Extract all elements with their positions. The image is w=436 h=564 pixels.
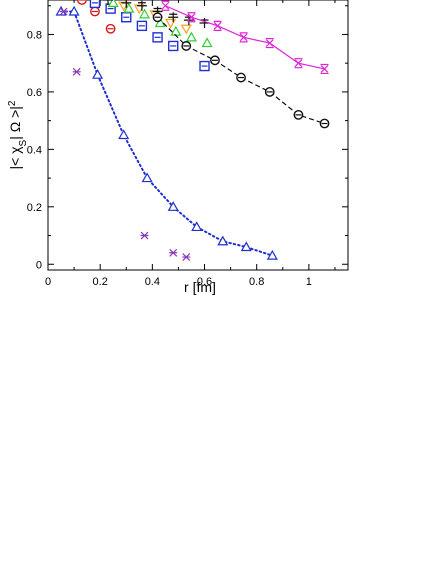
series-0-line <box>60 10 274 257</box>
series-7 <box>152 12 330 129</box>
series-0-point <box>191 221 203 232</box>
series-1-point <box>169 248 178 257</box>
series-5-point <box>180 24 192 35</box>
series-0-point <box>141 172 153 183</box>
x-tick-label: 0.6 <box>197 276 212 288</box>
x-tick-label: 0 <box>45 276 51 288</box>
x-tick-label: 0.8 <box>249 276 264 288</box>
x-axis-title: r [fm] <box>184 279 216 295</box>
plot-frame <box>47 0 349 271</box>
series-1-point <box>140 231 149 240</box>
x-axis: 0 0.2 0.4 0.6 0.8 1 <box>45 0 336 288</box>
series-0-point <box>118 129 130 140</box>
series-6-point <box>121 0 132 8</box>
series-8-point <box>161 0 170 11</box>
series-4 <box>107 0 213 48</box>
x-tick-label: 0.4 <box>145 276 160 288</box>
series-0-point <box>266 249 278 260</box>
series-0-point <box>92 68 104 79</box>
plot-border <box>47 0 349 271</box>
y-tick-label: 0.6 <box>27 87 42 99</box>
series-4-point <box>107 0 119 7</box>
series-4-point <box>201 37 213 48</box>
series-1-point <box>59 7 68 16</box>
series-0-point <box>167 201 179 211</box>
y-tick-label: 0.8 <box>27 29 42 41</box>
series-4-point <box>170 25 182 36</box>
series-0 <box>55 5 278 260</box>
series-6-point <box>103 0 113 5</box>
series-4-point <box>123 2 135 13</box>
series-0-point <box>240 241 252 252</box>
y-axis-title-sub: S <box>18 139 29 146</box>
y-tick-label: 0 <box>36 259 42 271</box>
x-tick-label: 1 <box>306 276 312 288</box>
series-6-point <box>136 0 147 11</box>
series-3-point <box>89 0 101 9</box>
y-tick-label: 0.4 <box>27 144 42 156</box>
series-8-point <box>187 12 196 23</box>
series-1-point <box>182 253 191 261</box>
y-axis-title-after: | Ω >| <box>7 106 23 140</box>
y-axis-title: |< χS| Ω >|2 <box>7 100 29 169</box>
series-8-point <box>239 32 248 43</box>
series-4-point <box>138 8 151 19</box>
series-8 <box>161 0 329 75</box>
series-0-point <box>217 235 229 246</box>
series-1 <box>59 7 191 261</box>
y-axis-title-main: |< χ <box>7 146 23 170</box>
series-2 <box>77 0 116 34</box>
series-8-point <box>265 37 274 49</box>
y-tick-label: 0.2 <box>27 202 42 214</box>
series-4-point <box>185 31 198 42</box>
y-axis-title-sup: 2 <box>7 100 18 106</box>
series-8-point <box>213 20 222 31</box>
series-6-point <box>168 12 179 23</box>
series-2-point <box>77 0 87 5</box>
series-8-point <box>294 58 303 69</box>
y-axis: 0 0.2 0.4 0.6 0.8 <box>27 5 348 271</box>
series-1-point <box>72 67 81 76</box>
series-0-point <box>68 5 80 16</box>
x-tick-label: 0.2 <box>93 276 108 288</box>
series-8-point <box>320 63 329 75</box>
series-3 <box>89 0 210 72</box>
series-4-point <box>154 17 166 28</box>
series-layer <box>55 0 330 261</box>
